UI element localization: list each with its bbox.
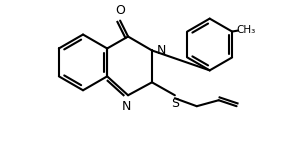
Text: CH₃: CH₃ <box>236 25 255 35</box>
Text: S: S <box>171 97 179 110</box>
Text: N: N <box>157 44 166 57</box>
Text: N: N <box>121 100 131 113</box>
Text: O: O <box>115 4 125 17</box>
